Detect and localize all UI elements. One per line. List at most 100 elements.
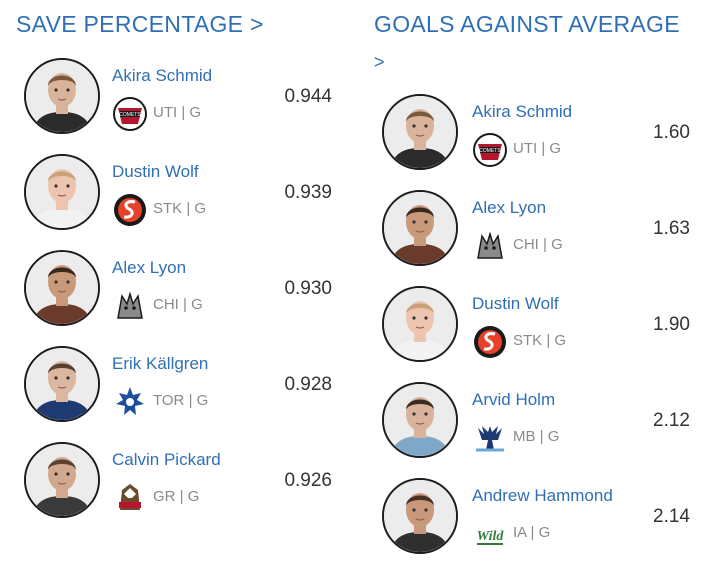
stat-value: 0.930 xyxy=(284,278,332,299)
team-position-label: MB | G xyxy=(513,428,559,445)
comets-logo: COMETS xyxy=(112,96,148,132)
player-avatar[interactable] xyxy=(24,154,100,230)
position-code: G xyxy=(538,524,551,541)
stat-value: 0.939 xyxy=(284,182,332,203)
team-position-label: UTI | G xyxy=(153,104,201,121)
stat-value: 1.63 xyxy=(653,218,690,239)
player-name-link[interactable]: Erik Källgren xyxy=(112,354,209,373)
heat-logo xyxy=(472,324,508,360)
player-headshot-image xyxy=(384,384,456,456)
team-position-label: UTI | G xyxy=(513,140,561,157)
wild-logo: Wild xyxy=(472,516,508,552)
team-code: STK xyxy=(153,200,183,217)
save-percentage-title-link[interactable]: SAVE PERCENTAGE > xyxy=(16,6,264,42)
player-headshot-image xyxy=(26,252,98,324)
position-code: G xyxy=(196,392,209,409)
team-code: CHI xyxy=(153,296,179,313)
save-percentage-arrow: > xyxy=(250,11,264,37)
stat-value: 2.14 xyxy=(653,506,690,527)
separator: | xyxy=(542,332,555,349)
moose-logo xyxy=(472,420,508,456)
player-headshot-image xyxy=(384,192,456,264)
stat-value: 0.928 xyxy=(284,374,332,395)
stat-value: 2.12 xyxy=(653,410,690,431)
separator: | xyxy=(535,428,548,445)
player-headshot-image xyxy=(26,156,98,228)
player-row: Akira Schmid COMETS UTI | G 1.60 xyxy=(360,94,716,190)
gaa-title-link[interactable]: GOALS AGAINST AVERAGE xyxy=(374,6,680,42)
position-code: G xyxy=(554,332,567,349)
player-headshot-image xyxy=(384,96,456,168)
team-position-label: STK | G xyxy=(153,200,206,217)
player-row: Arvid Holm MB | G 2.12 xyxy=(360,382,716,478)
team-position-label: TOR | G xyxy=(153,392,208,409)
player-row: Dustin Wolf STK | G 1.90 xyxy=(360,286,716,382)
player-avatar[interactable] xyxy=(24,346,100,422)
player-avatar[interactable] xyxy=(382,478,458,554)
team-code: UTI xyxy=(153,104,178,121)
player-headshot-image xyxy=(26,348,98,420)
separator: | xyxy=(177,104,190,121)
player-row: Akira Schmid COMETS UTI | G 0.944 xyxy=(0,58,350,154)
svg-text:COMETS: COMETS xyxy=(479,148,501,154)
gaa-arrow: > xyxy=(374,52,385,72)
position-code: G xyxy=(194,200,207,217)
player-row: Alex Lyon CHI | G 0.930 xyxy=(0,250,350,346)
separator: | xyxy=(538,236,552,253)
position-code: G xyxy=(551,236,563,253)
position-code: G xyxy=(549,140,562,157)
svg-text:Wild: Wild xyxy=(477,529,505,544)
team-position-label: GR | G xyxy=(153,488,199,505)
player-row: Andrew Hammond Wild IA | G 2.14 xyxy=(360,478,716,574)
player-name-link[interactable]: Dustin Wolf xyxy=(112,162,199,181)
stat-value: 0.944 xyxy=(284,86,332,107)
player-name-link[interactable]: Akira Schmid xyxy=(112,66,213,85)
player-avatar[interactable] xyxy=(24,442,100,518)
separator: | xyxy=(184,392,197,409)
player-headshot-image xyxy=(26,60,98,132)
wolves-logo xyxy=(112,288,148,324)
stat-value: 1.90 xyxy=(653,314,690,335)
player-row: Dustin Wolf STK | G 0.939 xyxy=(0,154,350,250)
player-headshot-image xyxy=(384,288,456,360)
marlies-logo xyxy=(112,384,148,420)
stat-value: 0.926 xyxy=(284,470,332,491)
separator: | xyxy=(537,140,550,157)
player-avatar[interactable] xyxy=(24,58,100,134)
player-name-link[interactable]: Arvid Holm xyxy=(472,390,556,409)
player-row: Alex Lyon CHI | G 1.63 xyxy=(360,190,716,286)
position-code: G xyxy=(189,104,202,121)
position-code: G xyxy=(547,428,560,445)
comets-logo: COMETS xyxy=(472,132,508,168)
player-headshot-image xyxy=(384,480,456,552)
player-name-link[interactable]: Alex Lyon xyxy=(112,258,187,277)
player-avatar[interactable] xyxy=(24,250,100,326)
team-code: CHI xyxy=(513,236,539,253)
griffins-logo xyxy=(112,480,148,516)
player-avatar[interactable] xyxy=(382,190,458,266)
player-avatar[interactable] xyxy=(382,94,458,170)
team-code: MB xyxy=(513,428,536,445)
svg-text:COMETS: COMETS xyxy=(119,112,141,118)
player-name-link[interactable]: Alex Lyon xyxy=(472,198,547,217)
team-position-label: CHI | G xyxy=(513,236,563,253)
player-name-link[interactable]: Akira Schmid xyxy=(472,102,573,121)
gaa-title: GOALS AGAINST AVERAGE xyxy=(374,11,680,37)
team-position-label: STK | G xyxy=(513,332,566,349)
player-avatar[interactable] xyxy=(382,382,458,458)
team-code: STK xyxy=(513,332,543,349)
save-percentage-title: SAVE PERCENTAGE xyxy=(16,11,244,37)
separator: | xyxy=(175,488,188,505)
player-name-link[interactable]: Dustin Wolf xyxy=(472,294,559,313)
player-name-link[interactable]: Andrew Hammond xyxy=(472,486,613,505)
separator: | xyxy=(182,200,195,217)
player-row: Calvin Pickard GR | G 0.926 xyxy=(0,442,350,538)
team-code: GR xyxy=(153,488,176,505)
team-position-label: CHI | G xyxy=(153,296,203,313)
gaa-arrow-link[interactable]: > xyxy=(374,44,385,80)
player-avatar[interactable] xyxy=(382,286,458,362)
player-headshot-image xyxy=(26,444,98,516)
player-name-link[interactable]: Calvin Pickard xyxy=(112,450,221,469)
stat-value: 1.60 xyxy=(653,122,690,143)
team-code: IA xyxy=(513,524,527,541)
